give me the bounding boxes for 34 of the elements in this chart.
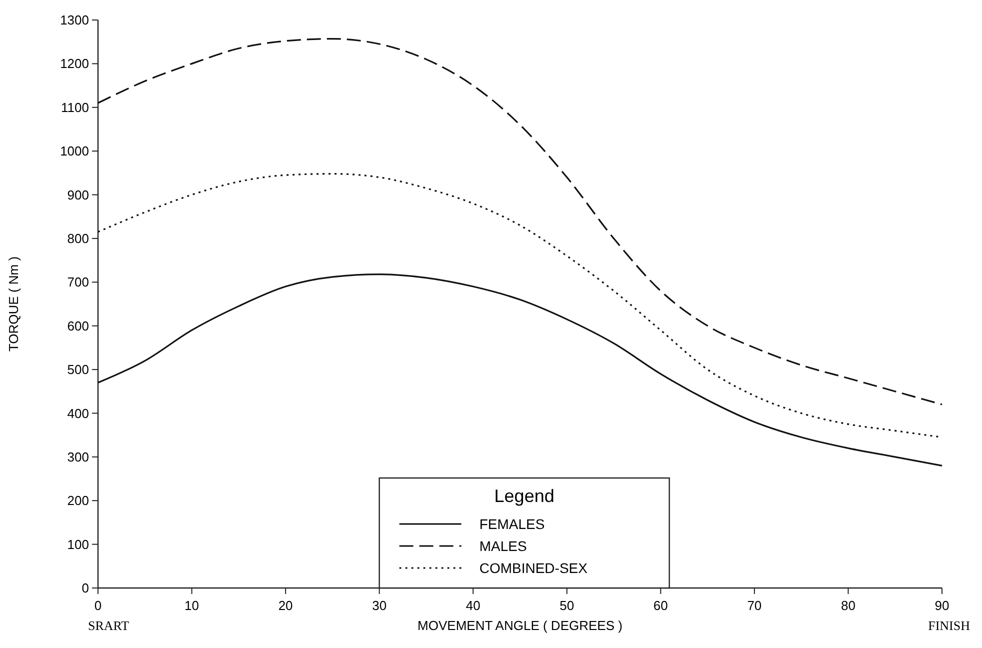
y-tick-label: 300 [67, 449, 89, 464]
x-tick-label: 10 [184, 598, 200, 613]
legend-label: FEMALES [479, 516, 545, 532]
x-tick-label: 0 [94, 598, 102, 613]
x-tick-label: 60 [653, 598, 668, 613]
y-tick-label: 500 [67, 362, 89, 378]
text: SRART [88, 618, 130, 633]
x-tick-label: 30 [372, 598, 387, 613]
x-tick-label: 20 [278, 598, 293, 613]
y-tick-label: 1000 [60, 144, 89, 159]
x-tick-label: 90 [934, 598, 950, 613]
x-tick-label: 70 [747, 598, 762, 613]
y-axis-title: TORQUE ( Nm ) [6, 256, 21, 352]
y-tick-label: 100 [67, 536, 89, 552]
y-tick-label: 1300 [60, 12, 89, 28]
x-tick-label: 80 [840, 598, 856, 613]
x-axis-title: MOVEMENT ANGLE ( DEGREES ) [418, 618, 622, 633]
legend-label: MALES [479, 538, 527, 554]
line-series [97, 38, 943, 406]
x-tick-label: 40 [466, 598, 480, 613]
y-tick-label: 400 [67, 406, 89, 421]
text: FINISH [928, 618, 970, 633]
y-tick-label: 200 [67, 493, 89, 508]
y-tick-label: 0 [82, 580, 89, 596]
y-tick-label: 1200 [60, 56, 89, 72]
y-tick-label: 600 [67, 318, 89, 334]
legend-label: COMBINED-SEX [479, 560, 588, 576]
y-tick-label: 700 [67, 274, 89, 290]
x-tick-label: 50 [560, 598, 574, 613]
legend-title: Legend [494, 486, 554, 506]
line-series [97, 273, 943, 466]
y-tick-label: 800 [67, 231, 89, 246]
y-tick-label: 1100 [61, 100, 89, 115]
y-tick-label: 900 [67, 187, 89, 202]
